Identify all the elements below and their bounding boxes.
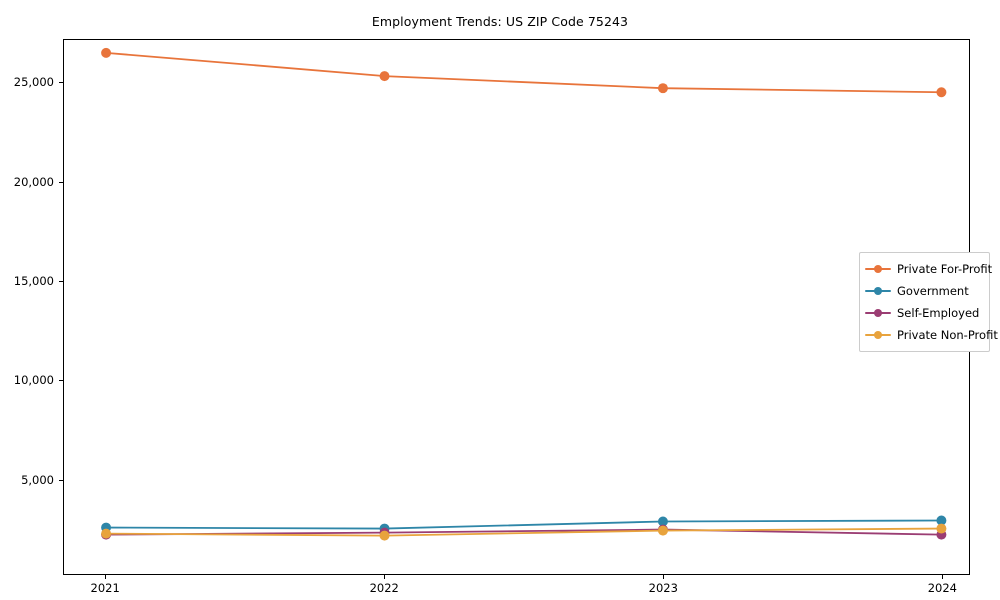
series-private-for-profit (101, 47, 947, 98)
data-point-marker (657, 83, 668, 94)
x-axis-tick-label: 2024 (927, 581, 957, 595)
legend-line-marker-icon (865, 263, 891, 275)
y-axis-tick-label: 25,000 (13, 75, 54, 90)
x-axis-tick-mark (942, 575, 944, 579)
legend-item-label: Private For-Profit (897, 262, 993, 276)
data-point-marker (936, 523, 947, 534)
data-point-marker (936, 515, 947, 526)
x-axis-tick-mark (105, 575, 107, 579)
legend-item[interactable]: Private For-Profit (865, 258, 992, 280)
y-axis-tick-label: 10,000 (13, 373, 54, 388)
data-point-marker (657, 525, 668, 536)
data-point-marker (657, 516, 668, 527)
y-axis-tick-label: 5,000 (21, 472, 54, 487)
x-axis-tick-mark (384, 575, 386, 579)
x-axis-tick-label: 2023 (648, 581, 678, 595)
series-private-non-profit (101, 523, 947, 541)
plot-area (63, 39, 970, 575)
y-axis-tick-mark (59, 281, 63, 283)
y-axis-tick-mark (59, 380, 63, 382)
y-axis-tick-mark (59, 479, 63, 481)
x-axis-tick-labels: 2021 2022 2023 2024 (0, 581, 1000, 599)
data-point-marker (101, 528, 112, 539)
y-axis-tick-mark (59, 82, 63, 84)
x-axis-tick-label: 2021 (90, 581, 120, 595)
legend-line-marker-icon (865, 307, 891, 319)
data-point-marker (379, 71, 390, 82)
data-point-marker (936, 87, 947, 98)
legend-item[interactable]: Government (865, 280, 983, 302)
series-line (105, 528, 943, 536)
y-axis-tick-labels: 5,000 10,000 15,000 20,000 25,000 (0, 0, 54, 600)
chart-title: Employment Trends: US ZIP Code 75243 (371, 14, 629, 29)
y-axis-tick-mark (59, 181, 63, 183)
series-line (105, 51, 943, 94)
y-axis-tick-label: 20,000 (13, 174, 54, 189)
series-line (105, 519, 943, 530)
data-point-marker (379, 530, 390, 541)
chart-legend[interactable]: Private For-Profit Government Self-Employe… (859, 252, 998, 352)
legend-line-marker-icon (865, 285, 891, 297)
legend-line-marker-icon (865, 329, 891, 341)
series-line (105, 527, 943, 537)
x-axis-tick-label: 2022 (369, 581, 399, 595)
legend-item-label: Private Non-Profit (897, 328, 998, 342)
legend-item[interactable]: Self-Employed (865, 302, 983, 324)
data-point-marker (101, 47, 112, 58)
series-self-employed (101, 524, 947, 540)
legend-item-label: Self-Employed (897, 306, 980, 320)
y-axis-tick-label: 15,000 (13, 274, 54, 289)
legend-item-label: Government (897, 284, 969, 298)
plot-lines-svg (101, 47, 947, 541)
legend-item[interactable]: Private Non-Profit (865, 324, 998, 346)
x-axis-tick-mark (663, 575, 665, 579)
